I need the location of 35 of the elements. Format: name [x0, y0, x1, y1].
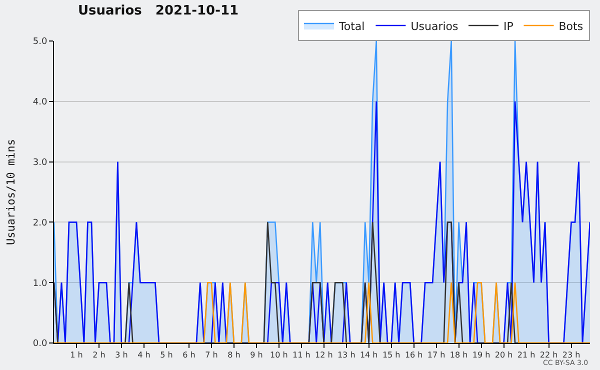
y-axis-title: Usuarios/10 mins: [4, 139, 18, 245]
x-tick-label: 4 h: [138, 350, 150, 360]
x-tick-label: 3 h: [115, 350, 128, 360]
legend-label: Usuarios: [410, 20, 459, 33]
legend-label: Bots: [558, 20, 584, 33]
x-tick-label: 9 h: [250, 350, 263, 360]
y-tick-label: 1.0: [32, 278, 48, 289]
x-tick-label: 1 h: [70, 350, 83, 360]
x-tick-label: 10 h: [270, 350, 288, 360]
y-tick-label: 4.0: [32, 98, 48, 108]
x-tick-label: 5 h: [160, 350, 173, 360]
x-tick-label: 15 h: [382, 350, 400, 360]
x-tick-label: 22 h: [540, 350, 558, 360]
y-tick-label: 3.0: [32, 158, 48, 168]
y-tick-label: 5.0: [32, 37, 48, 48]
x-tick-label: 18 h: [450, 350, 468, 360]
x-tick-label: 21 h: [517, 350, 536, 360]
x-tick-label: 14 h: [360, 350, 378, 360]
y-tick-label: 2.0: [32, 218, 48, 228]
x-tick-label: 13 h: [337, 350, 356, 360]
chart-title: Usuarios 2021-10-11: [78, 4, 239, 19]
x-tick-label: 17 h: [427, 350, 446, 360]
x-tick-label: 8 h: [228, 350, 240, 360]
legend-label: IP: [504, 20, 514, 33]
x-tick-label: 7 h: [205, 350, 218, 360]
x-tick-label: 23 h: [562, 350, 580, 360]
x-tick-label: 16 h: [404, 350, 423, 360]
x-tick-label: 12 h: [314, 350, 333, 360]
x-tick-label: 6 h: [182, 350, 196, 360]
x-tick-label: 11 h: [292, 350, 310, 360]
legend-label: Total: [338, 20, 365, 33]
y-tick-label: 0.0: [32, 339, 48, 350]
x-tick-label: 19 h: [472, 350, 490, 360]
x-tick-label: 2 h: [92, 350, 106, 360]
x-tick-label: 20 h: [494, 350, 513, 360]
